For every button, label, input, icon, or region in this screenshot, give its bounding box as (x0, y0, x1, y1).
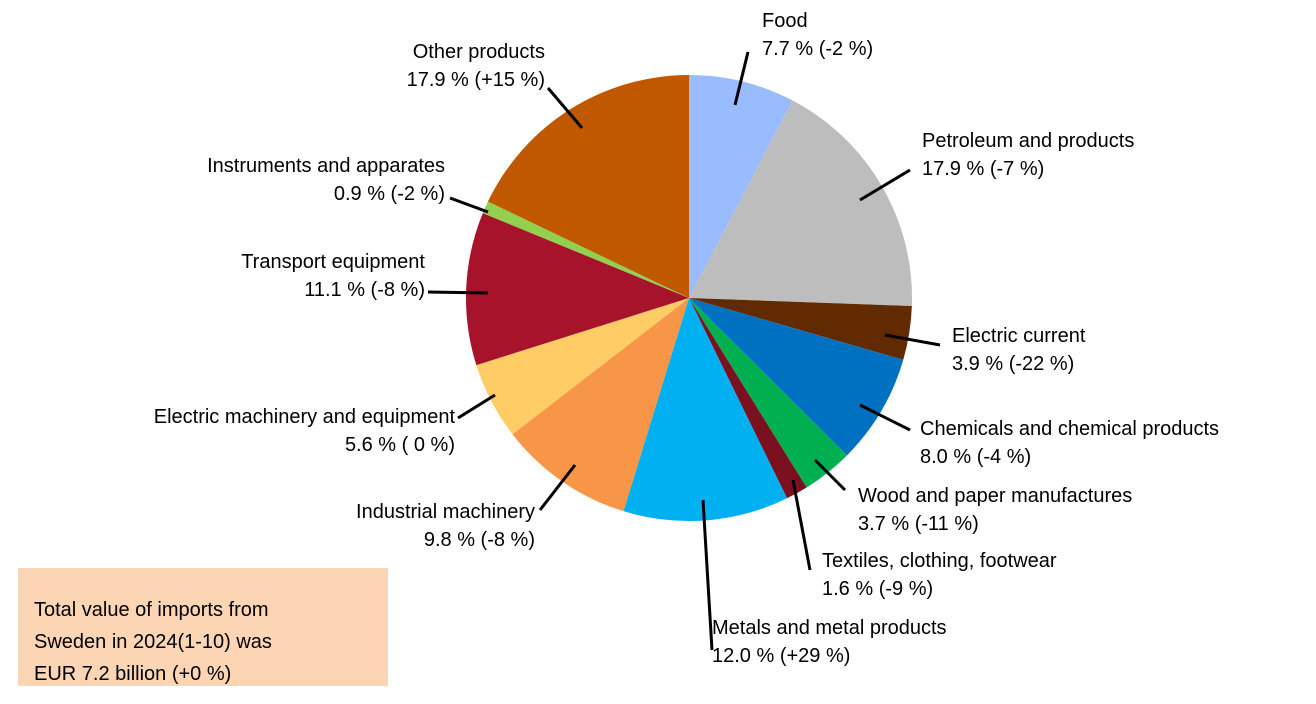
change-label: (-2 %) (391, 183, 445, 205)
value-label: 12.0 % (712, 645, 774, 667)
slice-value: 9.8 % (-8 %) (424, 529, 535, 551)
slice-label: Wood and paper manufactures (858, 485, 1132, 507)
leader-line (813, 458, 847, 492)
value-label: 9.8 % (424, 529, 475, 551)
change-label: (-4 %) (977, 446, 1031, 468)
pie-slice (689, 298, 848, 488)
pie-slice (487, 75, 689, 298)
leader-line (427, 290, 489, 295)
pie-slice (623, 298, 788, 521)
change-label: (-8 %) (371, 279, 425, 301)
slice-value: 8.0 % (-4 %) (920, 446, 1031, 468)
pie-slice (689, 298, 912, 360)
slice-label: Industrial machinery (356, 501, 535, 523)
slice-value: 7.7 % (-2 %) (762, 38, 873, 60)
value-label: 3.9 % (952, 353, 1003, 375)
leader-line (546, 87, 584, 129)
slice-value: 3.7 % (-11 %) (858, 513, 979, 535)
leader-line (884, 333, 941, 347)
change-label: (-9 %) (879, 578, 933, 600)
value-label: 3.7 % (858, 513, 909, 535)
value-label: 0.9 % (334, 183, 385, 205)
leader-line (859, 403, 911, 432)
pie-slice (482, 201, 689, 298)
pie-slice (689, 100, 912, 307)
pie-slice (466, 213, 689, 366)
slice-label: Chemicals and chemical products (920, 418, 1219, 440)
leader-line (701, 499, 714, 651)
value-label: 1.6 % (822, 578, 873, 600)
slice-value: 1.6 % (-9 %) (822, 578, 933, 600)
value-label: 8.0 % (920, 446, 971, 468)
value-label: 11.1 % (304, 279, 365, 301)
change-label: (-11 %) (915, 513, 979, 535)
leader-line (449, 196, 489, 214)
change-label: ( 0 %) (402, 434, 455, 456)
leader-line (733, 51, 750, 106)
slice-value: 17.9 % (-7 %) (922, 158, 1044, 180)
pie-slice (689, 298, 904, 456)
change-label: (-7 %) (990, 158, 1044, 180)
slice-label: Textiles, clothing, footwear (822, 550, 1057, 572)
slice-label: Instruments and apparates (207, 155, 445, 177)
leader-line (538, 464, 577, 511)
slice-value: 3.9 % (-22 %) (952, 353, 1074, 375)
change-label: (+29 %) (780, 645, 851, 667)
change-label: (-22 %) (1009, 353, 1075, 375)
slice-label: Other products (413, 41, 545, 63)
pie-slice (689, 75, 793, 298)
leader-line (859, 168, 911, 202)
change-label: (+15 %) (474, 69, 545, 91)
slice-label: Metals and metal products (712, 617, 947, 639)
slice-value: 5.6 % ( 0 %) (345, 434, 455, 456)
value-label: 17.9 % (922, 158, 984, 180)
value-label: 7.7 % (762, 38, 813, 60)
leader-line (791, 479, 812, 571)
pie-slice (476, 298, 689, 435)
slice-value: 12.0 % (+29 %) (712, 645, 850, 667)
slice-label: Petroleum and products (922, 130, 1134, 152)
pie-slice (512, 298, 689, 512)
pie-slice (689, 298, 807, 499)
note-box (18, 568, 388, 686)
change-label: (-8 %) (481, 529, 535, 551)
slice-value: 11.1 % (-8 %) (304, 279, 425, 301)
note-line: Total value of imports from (34, 599, 269, 621)
note-line: Sweden in 2024(1-10) was (34, 631, 272, 653)
slice-value: 0.9 % (-2 %) (334, 183, 445, 205)
slice-value: 17.9 % (+15 %) (407, 69, 545, 91)
slice-label: Electric machinery and equipment (154, 406, 456, 428)
slice-label: Food (762, 10, 808, 32)
note-line: EUR 7.2 billion (+0 %) (34, 663, 231, 685)
change-label: (-2 %) (819, 38, 873, 60)
value-label: 17.9 % (407, 69, 469, 91)
slice-label: Transport equipment (241, 251, 425, 273)
value-label: 5.6 % (345, 434, 396, 456)
leader-line (457, 393, 496, 420)
slice-label: Electric current (952, 325, 1086, 347)
